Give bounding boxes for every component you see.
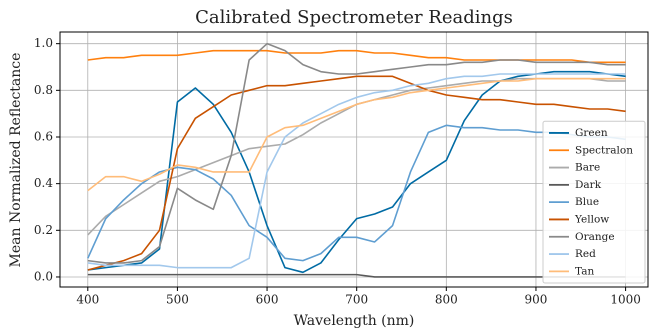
y-tick-label: 1.0 (34, 36, 53, 50)
legend-label: Red (575, 248, 596, 260)
y-tick-label: 0.0 (34, 269, 53, 283)
legend-label: Green (575, 127, 608, 139)
x-tick-label: 400 (76, 293, 99, 307)
y-axis-label: Mean Normalized Reflectance (8, 53, 24, 268)
y-tick-label: 0.6 (34, 129, 53, 143)
series-line (87, 49, 626, 64)
series-line (87, 124, 626, 262)
legend-label: Blue (575, 196, 599, 208)
x-axis-label: Wavelength (nm) (294, 313, 415, 329)
y-tick-label: 0.4 (34, 176, 53, 190)
legend-label: Yellow (574, 213, 609, 225)
y-tick-label: 0.8 (34, 83, 53, 97)
legend: Green Spectralon Bare Dark Blue Yellow Orange R… (542, 120, 646, 284)
x-tick-label: 800 (435, 293, 458, 307)
x-tick-label: 700 (345, 293, 368, 307)
x-tick-label: 900 (525, 293, 548, 307)
series-line (87, 75, 626, 271)
x-tick-label: 500 (166, 293, 189, 307)
x-tick-label: 600 (256, 293, 279, 307)
y-tick-label: 0.2 (34, 223, 53, 237)
series-line (87, 77, 626, 192)
chart-title: Calibrated Spectrometer Readings (195, 7, 513, 28)
legend-box (542, 120, 646, 284)
x-tick-label: 1000 (610, 293, 641, 307)
series-line (87, 42, 626, 264)
legend-label: Tan (575, 265, 594, 277)
series-line (87, 273, 626, 278)
legend-label: Spectralon (575, 144, 633, 156)
plot-frame (59, 31, 649, 288)
legend-label: Bare (575, 162, 600, 174)
legend-label: Dark (575, 179, 602, 191)
series-line (87, 73, 626, 269)
legend-label: Orange (575, 231, 615, 243)
